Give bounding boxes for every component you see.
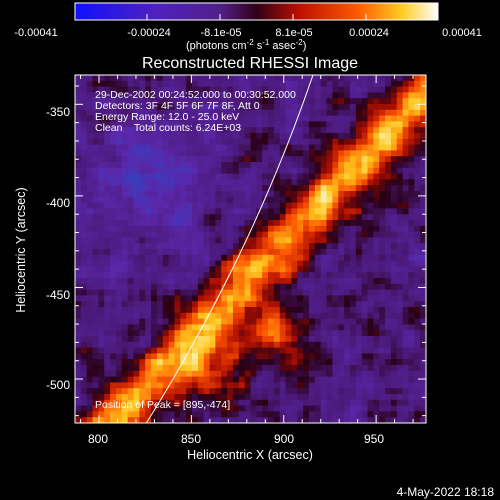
x-tick-label: 950 bbox=[364, 432, 384, 446]
annotation-energy: Energy Range: 12.0 - 25.0 keV bbox=[95, 111, 239, 123]
annotation-detectors: Detectors: 3F 4F 5F 6F 7F 8F, Att 0 bbox=[95, 100, 260, 112]
plot-frame bbox=[74, 74, 427, 424]
annotation-peak: Position of Peak = [895,-474] bbox=[95, 399, 230, 411]
x-axis-label: Heliocentric X (arcsec) bbox=[187, 448, 313, 462]
annotation-method: Clean Total counts: 6.24E+03 bbox=[95, 122, 241, 134]
colorbar-ticks bbox=[74, 14, 439, 20]
axis-ticks bbox=[75, 75, 426, 423]
colorbar-tick-label: 0.00024 bbox=[349, 27, 389, 39]
annotation-time: 29-Dec-2002 00:24:52.000 to 00:30:52.000 bbox=[95, 89, 296, 101]
plot-date: 4-May-2022 18:18 bbox=[397, 485, 495, 499]
colorbar-units: (photons cm-2 s-1 asec-2) bbox=[186, 38, 306, 52]
x-tick-label: 850 bbox=[181, 432, 201, 446]
solar-limb bbox=[145, 75, 314, 423]
y-tick-label: -450 bbox=[46, 288, 70, 302]
colorbar-tick-label: 0.00041 bbox=[442, 27, 482, 39]
colorbar-tick-label: -0.00041 bbox=[14, 27, 57, 39]
y-axis-label: Heliocentric Y (arcsec) bbox=[14, 187, 28, 312]
y-tick-label: -500 bbox=[46, 378, 70, 392]
colorbar-tick-label: -8.1e-05 bbox=[201, 27, 242, 39]
colorbar-tick-label: 8.1e-05 bbox=[275, 27, 312, 39]
x-tick-label: 800 bbox=[88, 432, 108, 446]
y-tick-label: -350 bbox=[46, 105, 70, 119]
rhessi-image bbox=[75, 75, 426, 423]
colorbar-tick-label: -0.00024 bbox=[127, 27, 170, 39]
plot-title: Reconstructed RHESSI Image bbox=[142, 55, 358, 72]
x-tick-label: 900 bbox=[274, 432, 294, 446]
colorbar bbox=[74, 2, 439, 21]
y-tick-label: -400 bbox=[46, 196, 70, 210]
